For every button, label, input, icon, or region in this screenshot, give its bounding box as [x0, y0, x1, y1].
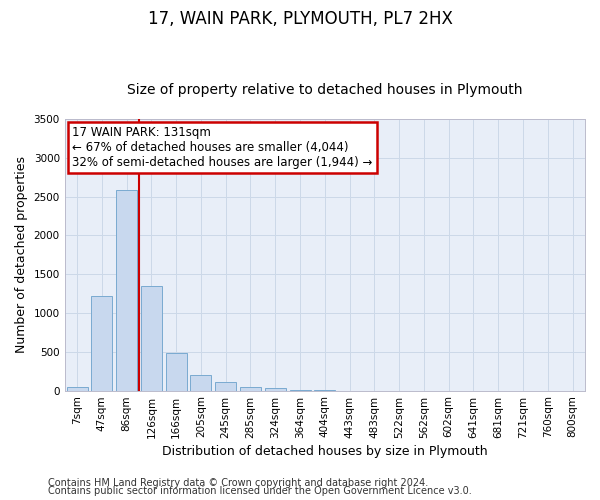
- Title: Size of property relative to detached houses in Plymouth: Size of property relative to detached ho…: [127, 83, 523, 97]
- Bar: [215, 382, 236, 390]
- Y-axis label: Number of detached properties: Number of detached properties: [15, 156, 28, 354]
- Text: 17, WAIN PARK, PLYMOUTH, PL7 2HX: 17, WAIN PARK, PLYMOUTH, PL7 2HX: [148, 10, 452, 28]
- Bar: [116, 190, 137, 390]
- Text: 17 WAIN PARK: 131sqm
← 67% of detached houses are smaller (4,044)
32% of semi-de: 17 WAIN PARK: 131sqm ← 67% of detached h…: [73, 126, 373, 169]
- Bar: [190, 376, 211, 390]
- Bar: [91, 296, 112, 390]
- Bar: [141, 286, 162, 391]
- X-axis label: Distribution of detached houses by size in Plymouth: Distribution of detached houses by size …: [162, 444, 488, 458]
- Bar: [166, 352, 187, 391]
- Bar: [265, 388, 286, 390]
- Bar: [67, 386, 88, 390]
- Text: Contains HM Land Registry data © Crown copyright and database right 2024.: Contains HM Land Registry data © Crown c…: [48, 478, 428, 488]
- Text: Contains public sector information licensed under the Open Government Licence v3: Contains public sector information licen…: [48, 486, 472, 496]
- Bar: [240, 386, 261, 390]
